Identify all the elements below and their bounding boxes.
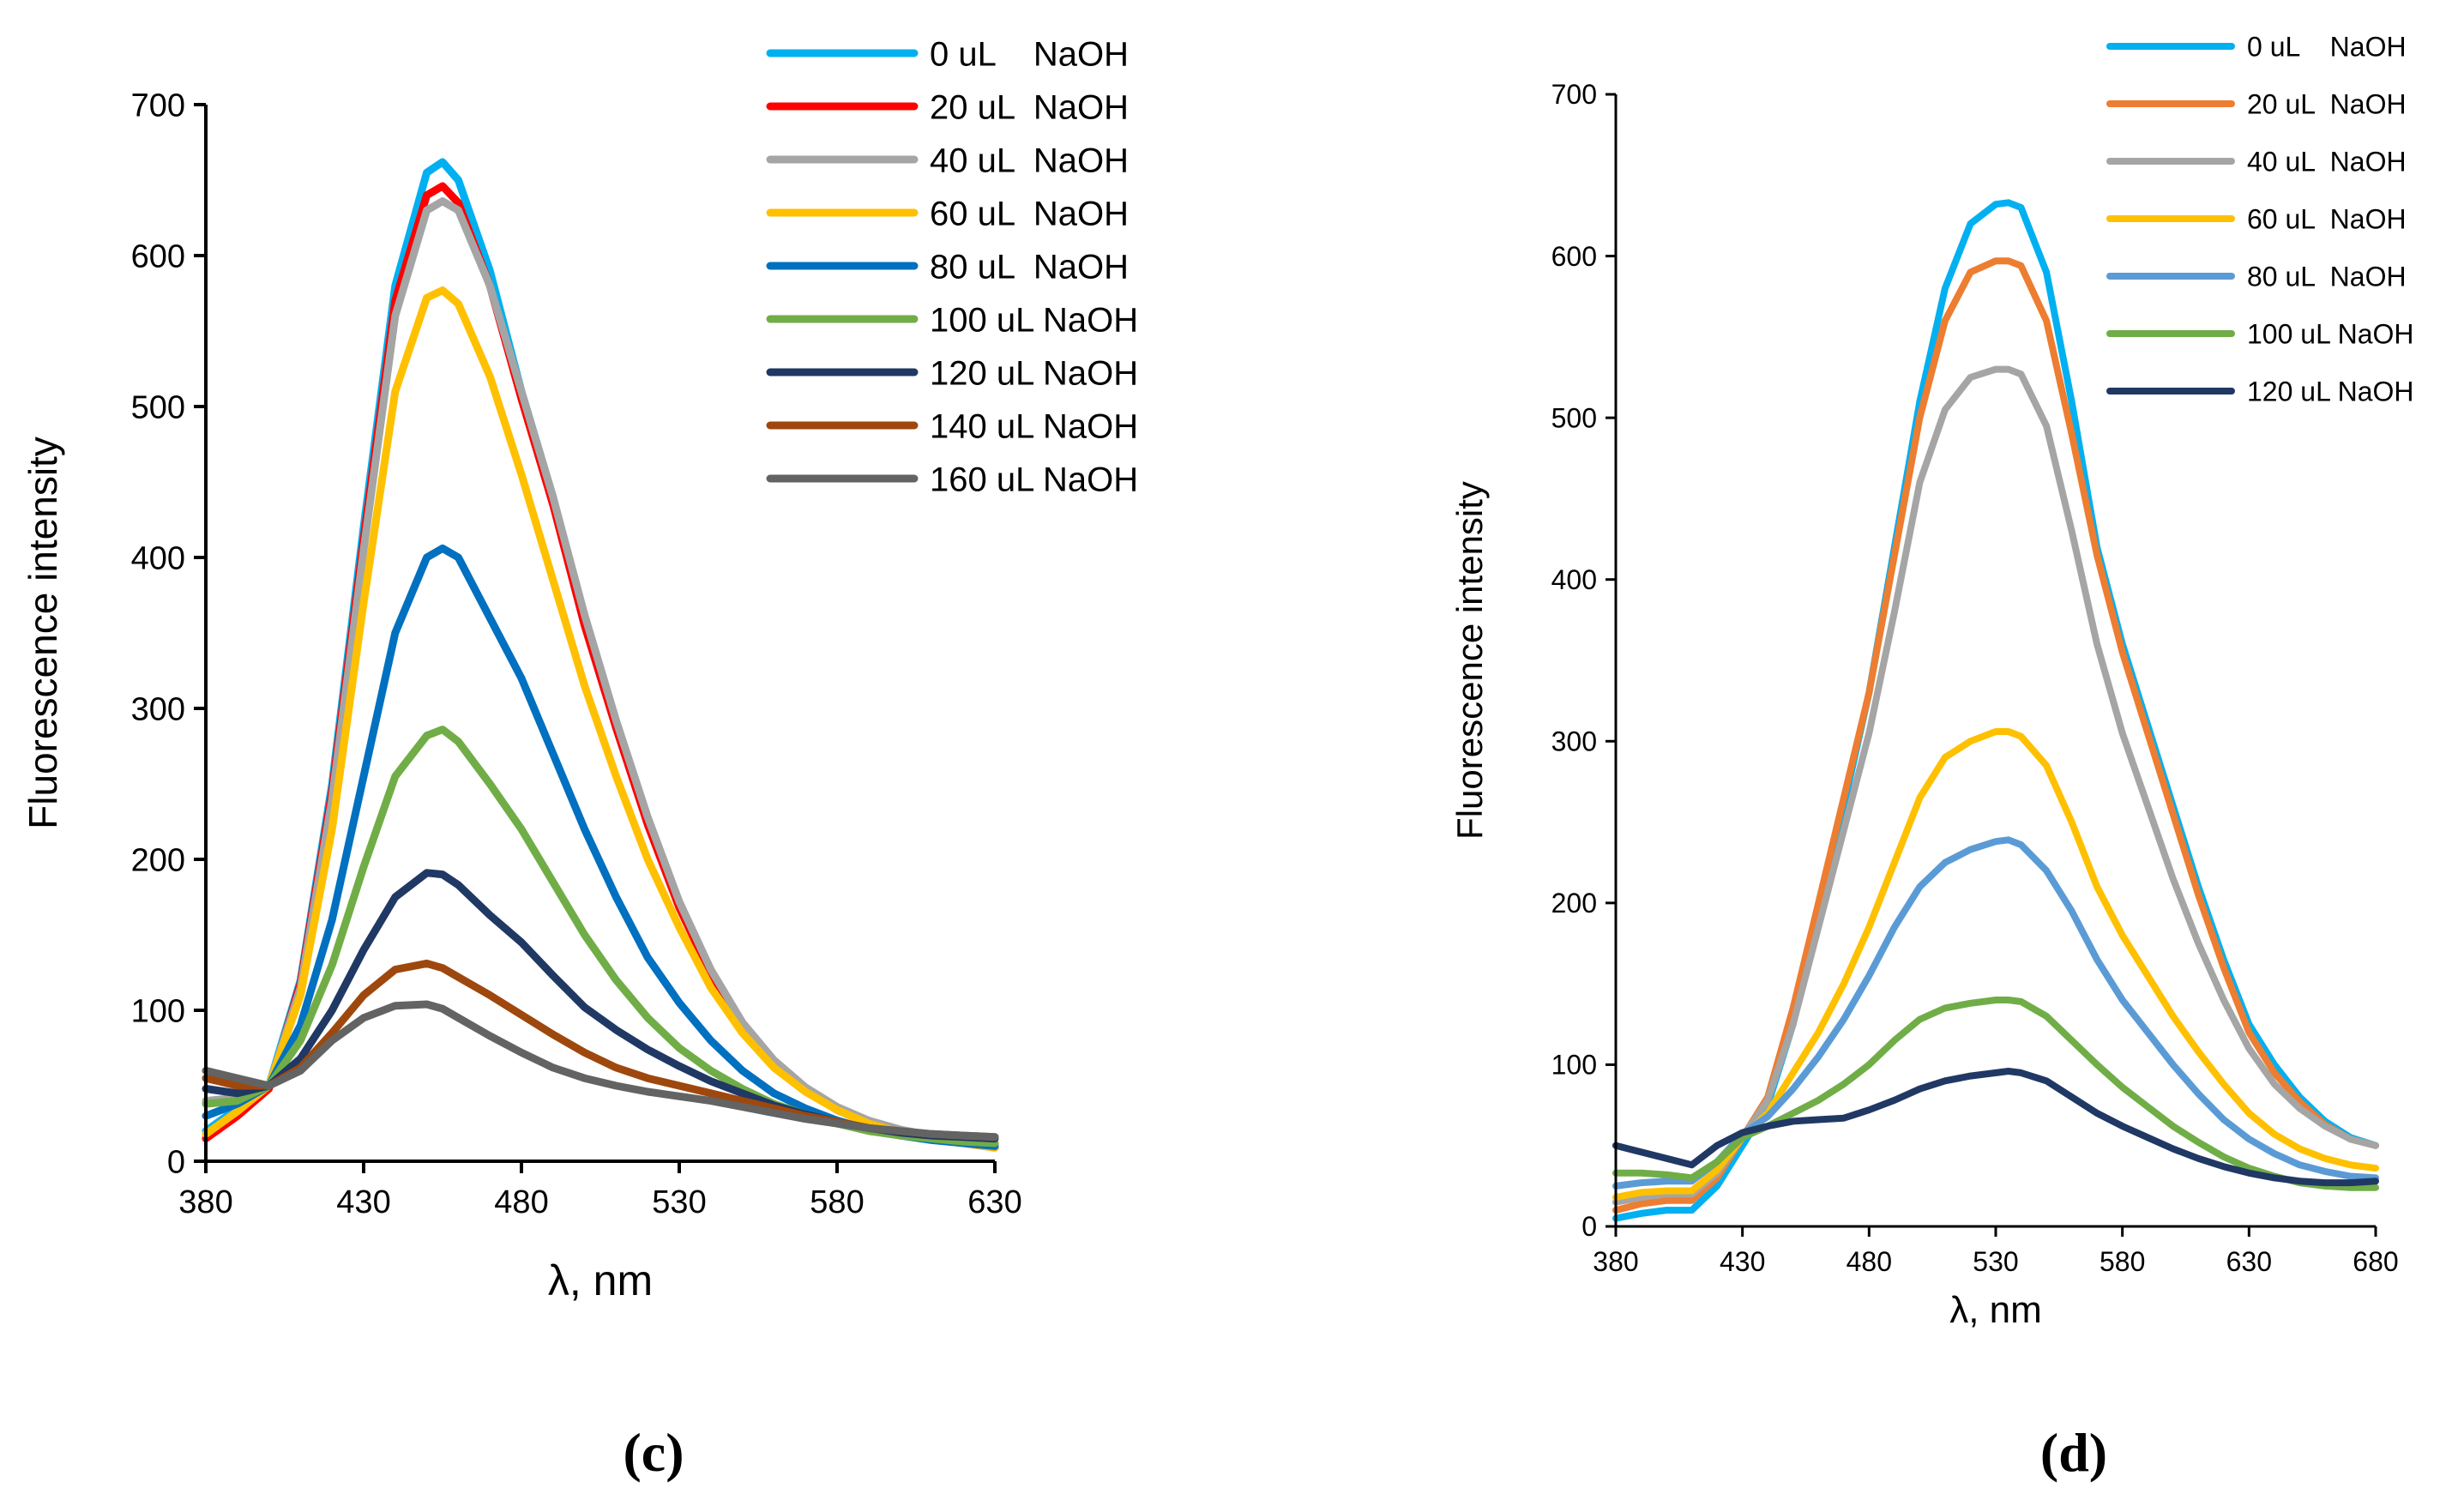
legend-label-d-3: 60 uL NaOH bbox=[2247, 204, 2407, 235]
y-tick-label: 100 bbox=[1551, 1050, 1597, 1081]
series-line-c-3 bbox=[202, 286, 999, 1152]
legend-label-c-7: 140 uL NaOH bbox=[930, 407, 1138, 445]
chart-panel-c: 0 100 200 300 400 500 600 700 380 430 480 530 580 63… bbox=[21, 35, 1138, 1483]
panel-label-c: (c) bbox=[623, 1422, 684, 1483]
y-tick-label: 500 bbox=[1551, 402, 1597, 433]
legend-label-d-5: 100 uL NaOH bbox=[2247, 319, 2413, 350]
x-tick-label: 580 bbox=[810, 1184, 864, 1220]
y-tick-label: 400 bbox=[131, 540, 185, 576]
x-tick-label: 380 bbox=[178, 1184, 232, 1220]
y-tick-label: 200 bbox=[1551, 888, 1597, 919]
x-tick-label: 380 bbox=[1593, 1246, 1638, 1277]
series-line-c-8 bbox=[202, 1000, 999, 1142]
x-tick-label: 480 bbox=[1847, 1246, 1892, 1277]
y-tick-label: 0 bbox=[167, 1144, 185, 1180]
y-axis-label-d: Fluorescence intensity bbox=[1449, 481, 1490, 840]
y-tick-label: 400 bbox=[1551, 564, 1597, 595]
legend-label-c-0: 0 uL NaOH bbox=[930, 35, 1129, 73]
y-tick-label: 500 bbox=[131, 389, 185, 425]
legend-label-d-6: 120 uL NaOH bbox=[2247, 376, 2413, 407]
x-tick-label: 530 bbox=[652, 1184, 706, 1220]
y-tick-label: 700 bbox=[1551, 79, 1597, 110]
legend-label-c-8: 160 uL NaOH bbox=[930, 461, 1138, 498]
legend-label-d-1: 20 uL NaOH bbox=[2247, 89, 2407, 120]
legend-c: 0 uL NaOH 20 uL NaOH 40 uL NaOH 60 uL NaOH 8… bbox=[766, 35, 1138, 498]
legend-label-c-6: 120 uL NaOH bbox=[930, 354, 1138, 392]
plot-area-c bbox=[202, 158, 999, 1152]
x-tick-label: 580 bbox=[2100, 1246, 2145, 1277]
legend-label-c-2: 40 uL NaOH bbox=[930, 142, 1129, 179]
legend-label-c-1: 20 uL NaOH bbox=[930, 88, 1129, 126]
y-tick-label: 600 bbox=[131, 238, 185, 274]
x-tick-label: 430 bbox=[1720, 1246, 1765, 1277]
y-tick-label: 0 bbox=[1581, 1211, 1597, 1242]
y-ticks-d: 0 100 200 300 400 500 600 700 bbox=[1551, 79, 1616, 1242]
plot-area-d bbox=[1612, 199, 2379, 1222]
legend-label-d-0: 0 uL NaOH bbox=[2247, 32, 2407, 63]
x-axis-label-d: λ, nm bbox=[1949, 1289, 2042, 1331]
y-axis-label-c: Fluorescence intensity bbox=[21, 437, 65, 829]
axes-c: 0 100 200 300 400 500 600 700 380 430 480 530 580 63… bbox=[131, 87, 1022, 1220]
y-tick-label: 300 bbox=[1551, 726, 1597, 756]
legend-label-d-2: 40 uL NaOH bbox=[2247, 147, 2407, 178]
series-line-d-5 bbox=[1612, 997, 2379, 1191]
x-tick-label: 680 bbox=[2353, 1246, 2398, 1277]
chart-panel-d: 0 100 200 300 400 500 600 700 380 430 480 530 580 63… bbox=[1449, 32, 2413, 1483]
series-line-d-6 bbox=[1612, 1068, 2379, 1187]
legend-d: 0 uL NaOH 20 uL NaOH 40 uL NaOH 60 uL NaOH 8… bbox=[2106, 32, 2413, 407]
y-tick-label: 200 bbox=[131, 842, 185, 878]
y-tick-label: 100 bbox=[131, 993, 185, 1029]
y-ticks-c: 0 100 200 300 400 500 600 700 bbox=[131, 87, 206, 1180]
legend-label-c-4: 80 uL NaOH bbox=[930, 248, 1129, 286]
x-tick-label: 480 bbox=[494, 1184, 548, 1220]
y-tick-label: 600 bbox=[1551, 241, 1597, 272]
y-tick-label: 300 bbox=[131, 691, 185, 727]
legend-label-c-5: 100 uL NaOH bbox=[930, 301, 1138, 339]
axes-d: 0 100 200 300 400 500 600 700 380 430 480 530 580 63… bbox=[1551, 79, 2399, 1277]
x-ticks-d: 380 430 480 530 580 630 680 bbox=[1593, 1226, 2399, 1277]
x-tick-label: 630 bbox=[2226, 1246, 2272, 1277]
panel-label-d: (d) bbox=[2040, 1422, 2107, 1483]
x-axis-label-c: λ, nm bbox=[548, 1256, 653, 1304]
y-tick-label: 700 bbox=[131, 87, 185, 123]
legend-label-d-4: 80 uL NaOH bbox=[2247, 262, 2407, 292]
legend-label-c-3: 60 uL NaOH bbox=[930, 195, 1129, 232]
x-tick-label: 530 bbox=[1973, 1246, 2018, 1277]
x-ticks-c: 380 430 480 530 580 630 bbox=[178, 1161, 1022, 1220]
x-tick-label: 630 bbox=[967, 1184, 1021, 1220]
x-tick-label: 430 bbox=[336, 1184, 390, 1220]
